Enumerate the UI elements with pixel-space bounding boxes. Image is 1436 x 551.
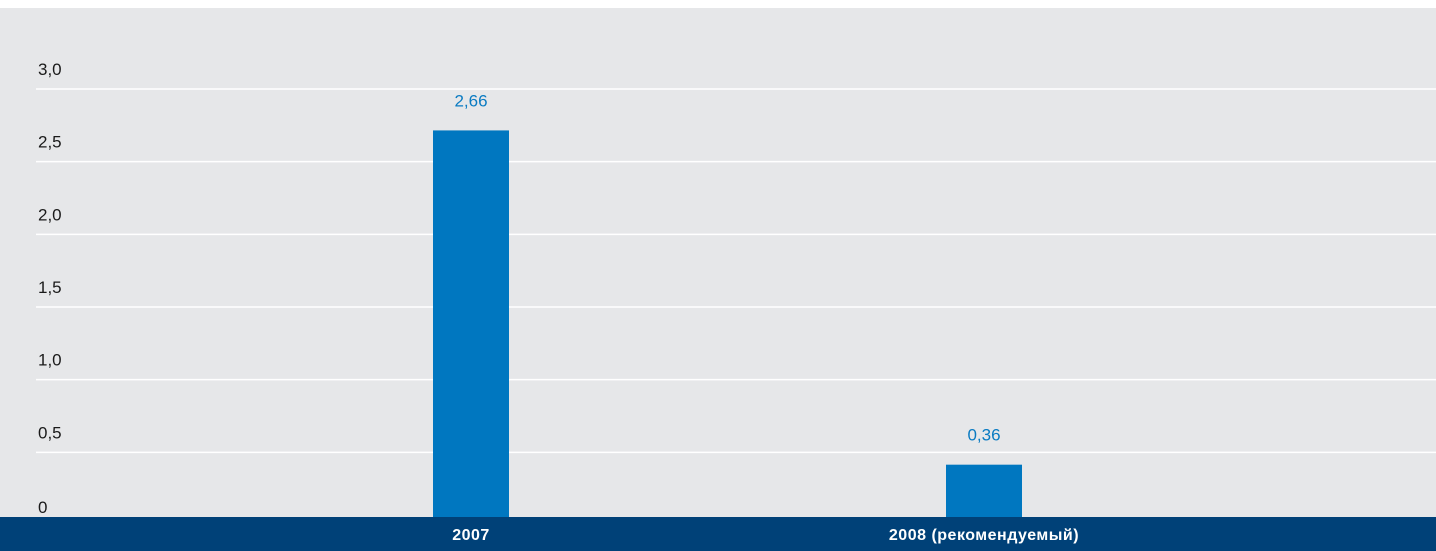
- category-label-0: 2007: [452, 527, 490, 544]
- bar-1: [946, 464, 1022, 517]
- bar-0: [433, 130, 509, 517]
- y-tick-label: 0: [38, 498, 47, 517]
- y-tick-label: 1,5: [38, 278, 62, 297]
- category-axis-band: [0, 517, 1436, 551]
- y-tick-label: 2,0: [38, 205, 62, 224]
- value-label-1: 0,36: [967, 426, 1000, 445]
- y-axis-tick-labels: 0 0,5 1,0 1,5 2,0 2,5 3,0: [38, 60, 62, 517]
- y-tick-label: 1,0: [38, 351, 62, 370]
- plot-background: [0, 8, 1436, 517]
- value-label-0: 2,66: [454, 91, 487, 110]
- y-tick-label: 3,0: [38, 60, 62, 79]
- gridlines: [36, 88, 1436, 454]
- category-labels: 2007 2008 (рекомендуемый): [452, 527, 1079, 544]
- y-tick-label: 2,5: [38, 133, 62, 152]
- category-label-1: 2008 (рекомендуемый): [889, 527, 1079, 544]
- y-tick-label: 0,5: [38, 423, 62, 442]
- value-labels: 2,66 0,36: [454, 91, 1000, 444]
- bars: [433, 130, 1022, 517]
